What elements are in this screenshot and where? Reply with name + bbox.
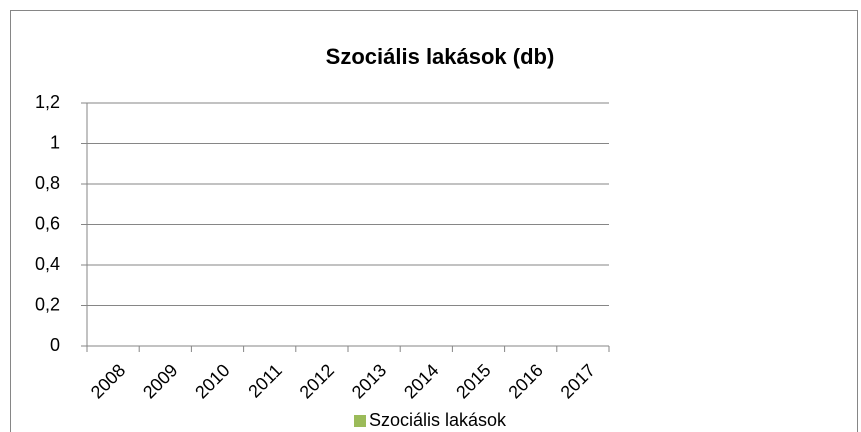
y-tick-label: 1,2 [35,92,60,112]
legend-label: Szociális lakások [369,410,507,430]
y-tick-label: 0,2 [35,294,60,314]
y-tick-label: 0,6 [35,213,60,233]
y-tick-label: 1 [50,132,60,152]
y-tick-label: 0 [50,335,60,355]
y-tick-label: 0,8 [35,173,60,193]
chart-title: Szociális lakások (db) [326,44,555,69]
y-tick-label: 0,4 [35,254,60,274]
legend-swatch [354,415,366,427]
chart-border [10,10,858,432]
